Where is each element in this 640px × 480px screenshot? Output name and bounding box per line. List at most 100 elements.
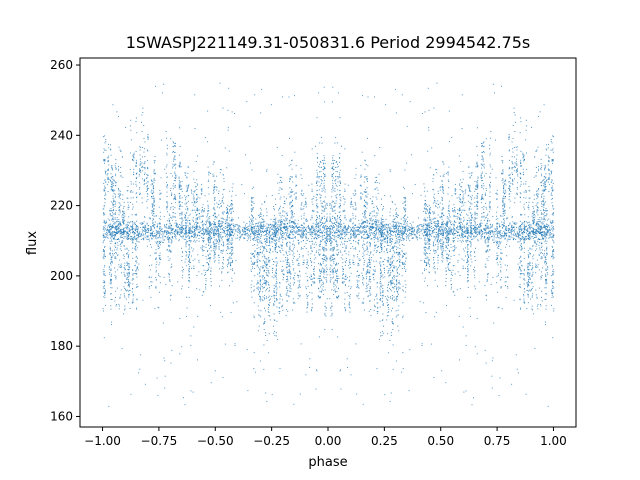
data-point	[187, 166, 189, 168]
data-point	[488, 203, 490, 205]
data-point	[531, 230, 532, 232]
data-point	[117, 244, 119, 246]
data-point	[550, 141, 552, 142]
data-point	[528, 221, 530, 223]
data-point	[523, 221, 525, 223]
data-point	[319, 228, 321, 230]
data-point	[120, 250, 122, 252]
data-point	[152, 209, 154, 211]
data-point	[543, 254, 545, 256]
data-point	[188, 195, 190, 197]
data-point	[118, 231, 120, 233]
data-point	[247, 228, 249, 230]
data-point	[518, 232, 520, 234]
data-point	[169, 250, 171, 251]
data-point	[157, 240, 159, 242]
data-point	[541, 245, 543, 247]
data-point	[269, 232, 271, 234]
data-point	[236, 231, 238, 233]
data-point	[148, 217, 150, 219]
data-point	[181, 260, 183, 261]
data-point	[523, 294, 525, 295]
data-point	[552, 189, 554, 191]
data-point	[112, 253, 113, 255]
data-point	[432, 232, 434, 234]
data-point	[124, 274, 126, 276]
data-point	[114, 267, 116, 269]
data-point	[110, 269, 112, 271]
data-point	[254, 230, 256, 232]
data-point	[532, 267, 534, 269]
data-point	[166, 196, 168, 197]
data-point	[113, 192, 115, 194]
data-point	[151, 203, 153, 205]
data-point	[387, 231, 389, 233]
data-point	[405, 218, 407, 220]
data-point	[520, 121, 522, 123]
data-point	[405, 235, 407, 237]
data-point	[170, 229, 172, 231]
data-point	[540, 256, 542, 258]
data-point	[521, 248, 523, 250]
data-point	[164, 232, 166, 234]
data-point	[111, 176, 113, 178]
data-point	[406, 228, 408, 230]
data-point	[283, 219, 285, 221]
data-point	[489, 223, 491, 225]
data-point	[485, 251, 487, 253]
data-point	[293, 221, 295, 223]
data-point	[114, 257, 116, 259]
data-point	[543, 198, 545, 200]
data-point	[170, 173, 172, 174]
data-point	[200, 227, 202, 229]
data-point	[332, 230, 334, 232]
data-point	[194, 229, 196, 231]
data-point	[467, 195, 469, 197]
data-point	[545, 305, 547, 307]
data-point	[524, 291, 526, 293]
data-point	[453, 233, 455, 234]
data-point	[311, 231, 313, 233]
data-point	[144, 228, 145, 230]
data-point	[178, 185, 180, 187]
data-point	[438, 225, 439, 227]
data-point	[396, 225, 398, 227]
data-points	[102, 82, 555, 407]
data-point	[552, 272, 554, 274]
data-point	[114, 217, 116, 219]
data-point	[344, 231, 346, 233]
data-point	[139, 226, 141, 228]
data-point	[208, 222, 210, 224]
data-point	[477, 202, 479, 204]
data-point	[134, 248, 136, 250]
data-point	[160, 233, 162, 235]
data-point	[551, 245, 553, 247]
data-point	[252, 238, 254, 239]
data-point	[137, 234, 139, 236]
data-point	[132, 222, 134, 224]
data-point	[463, 231, 465, 233]
data-point	[521, 238, 523, 240]
data-point	[131, 229, 133, 230]
data-point	[531, 275, 533, 277]
data-point	[136, 225, 138, 227]
data-point	[125, 289, 127, 291]
data-point	[327, 226, 328, 227]
data-point	[523, 154, 525, 156]
data-point	[130, 129, 132, 131]
data-point	[353, 227, 355, 229]
data-point	[486, 250, 488, 251]
data-point	[551, 179, 553, 181]
data-point	[112, 213, 114, 215]
data-point	[548, 173, 550, 175]
data-point	[187, 172, 189, 174]
data-point	[141, 121, 142, 123]
data-point	[430, 223, 432, 224]
data-point	[552, 206, 554, 208]
data-point	[117, 221, 119, 223]
data-point	[297, 233, 299, 235]
data-point	[541, 234, 543, 235]
data-point	[479, 223, 481, 225]
data-point	[356, 235, 357, 237]
data-point	[532, 245, 533, 247]
